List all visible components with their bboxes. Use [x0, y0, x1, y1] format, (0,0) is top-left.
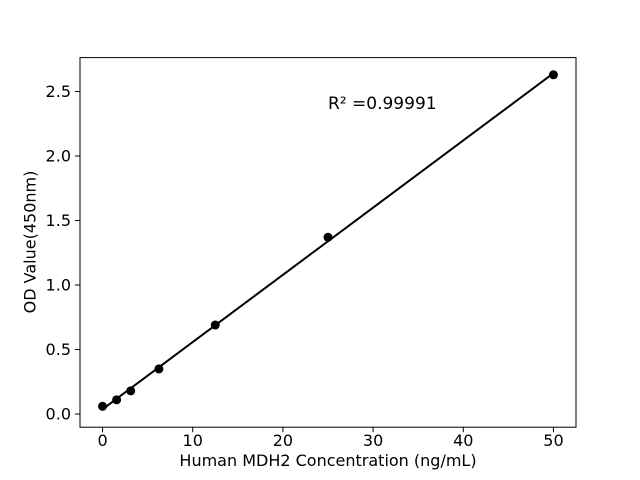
- plot-spines: [79, 57, 577, 428]
- data-point: [126, 386, 136, 396]
- x-tick-label: 20: [273, 431, 293, 450]
- x-tick-label: 40: [453, 431, 473, 450]
- data-point: [323, 232, 333, 242]
- y-tick-label: 1.0: [46, 276, 71, 295]
- y-tick-label: 0.0: [46, 405, 71, 424]
- y-tick-label: 2.5: [46, 82, 71, 101]
- x-tick-label: 0: [97, 431, 107, 450]
- x-tick-label: 50: [543, 431, 563, 450]
- data-point: [112, 395, 122, 405]
- data-point: [210, 320, 220, 330]
- y-tick-label: 1.5: [46, 211, 71, 230]
- data-point: [98, 401, 108, 411]
- y-tick-label: 2.0: [46, 147, 71, 166]
- y-tick-label: 0.5: [46, 340, 71, 359]
- x-tick-label: 30: [363, 431, 383, 450]
- data-point: [154, 364, 164, 374]
- x-tick-label: 10: [183, 431, 203, 450]
- data-point: [548, 70, 558, 80]
- r-squared-annotation: R² =0.99991: [328, 94, 437, 115]
- y-axis-label: OD Value(450nm): [20, 170, 40, 314]
- x-axis-label: Human MDH2 Concentration (ng/mL): [179, 451, 477, 470]
